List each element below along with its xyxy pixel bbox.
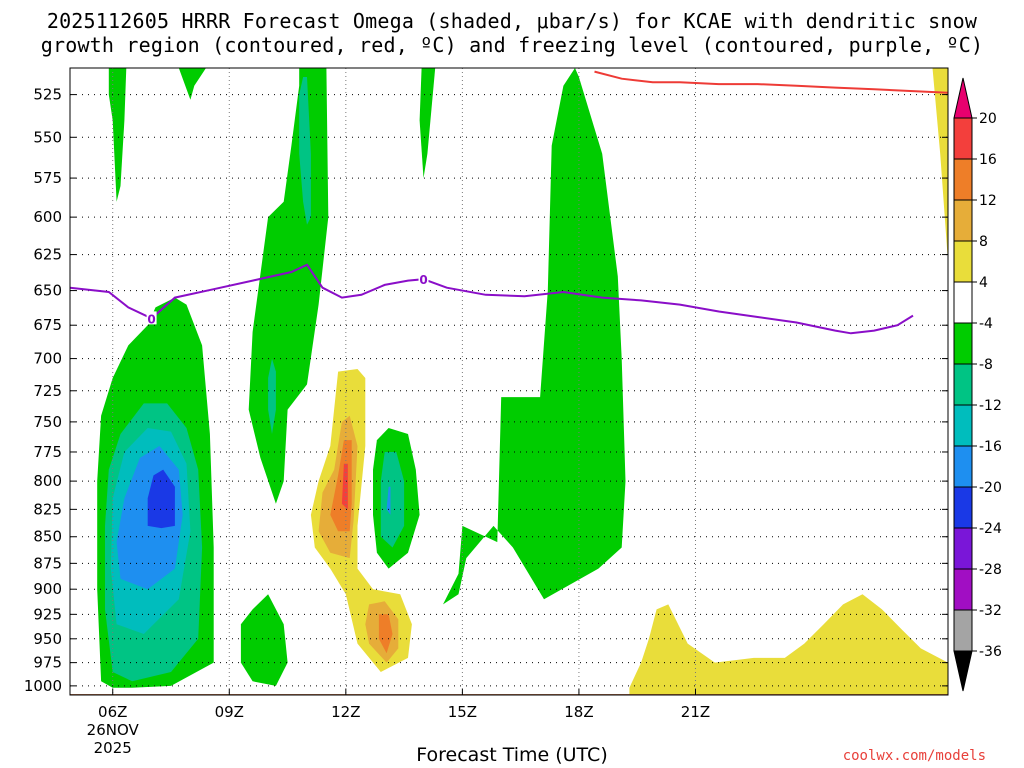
colorbar-band-1 [953, 158, 973, 201]
contour-lines: 00 [70, 70, 948, 335]
colorbar-label--32: -32 [979, 603, 1002, 619]
omega-region-7 [248, 68, 329, 504]
y-tick-label-900: 900 [33, 580, 62, 598]
grid-lines [70, 68, 948, 695]
x-tick-label-06Z: 06Z [98, 703, 127, 721]
y-tick-label-575: 575 [33, 169, 62, 187]
colorbar-label-12: 12 [979, 193, 997, 209]
x-tick-date: 26NOV [87, 721, 140, 739]
y-tick-label-925: 925 [33, 605, 62, 623]
omega-region-18 [380, 452, 405, 548]
colorbar-label-8: 8 [979, 234, 988, 250]
freezing-level-label-1: 0 [419, 273, 427, 287]
x-tick-label-12Z: 12Z [331, 703, 360, 721]
colorbar-band-12 [953, 609, 973, 652]
colorbar-band-2 [953, 199, 973, 242]
y-tick-label-975: 975 [33, 654, 62, 672]
y-tick-label-750: 750 [33, 413, 62, 431]
x-tick-label-15Z: 15Z [448, 703, 477, 721]
omega-region-10 [240, 594, 288, 686]
freezing-level-label-0: 0 [147, 312, 155, 326]
x-tick-year: 2025 [94, 739, 132, 757]
colorbar-label-20: 20 [979, 111, 997, 127]
colorbar-band-6 [953, 363, 973, 406]
omega-region-9 [268, 358, 276, 434]
omega-region-11 [310, 369, 412, 672]
colorbar-label--4: -4 [979, 316, 993, 332]
omega-region-6 [147, 469, 175, 529]
colorbar-band-0 [953, 117, 973, 160]
colorbar-label--8: -8 [979, 357, 993, 373]
chart-title-line1: 2025112605 HRRR Forecast Omega (shaded, … [46, 9, 978, 33]
plot-border [69, 67, 949, 696]
colorbar-band-4 [953, 281, 973, 324]
y-tick-label-600: 600 [33, 208, 62, 226]
omega-region-20 [419, 68, 436, 179]
y-axis-pressure: 525 550 575 600 625 650 675 700 725 750 775 800 825 8… [24, 86, 948, 695]
x-tick-label-09Z: 09Z [215, 703, 244, 721]
dgz-contour [594, 70, 948, 94]
omega-region-16 [378, 614, 393, 654]
colorbar-band-8 [953, 445, 973, 488]
colorbar-label--36: -36 [979, 644, 1002, 660]
colorbar-band-3 [953, 240, 973, 283]
colorbar-label--16: -16 [979, 439, 1002, 455]
colorbar-band-7 [953, 404, 973, 447]
omega-region-22 [932, 68, 948, 262]
colorbar-label--24: -24 [979, 521, 1002, 537]
colorbar-top-arrow [953, 77, 973, 119]
y-tick-label-550: 550 [33, 128, 62, 146]
colorbar-label--28: -28 [979, 562, 1002, 578]
y-tick-label-775: 775 [33, 443, 62, 461]
y-tick-label-800: 800 [33, 472, 62, 490]
omega-region-21 [443, 68, 626, 605]
colorbar: 20 16 12 8 4 -4 -8 -12 -16 -20 -24 -28 -32 -36 [953, 77, 1002, 692]
y-tick-label-950: 950 [33, 630, 62, 648]
y-tick-label-1000: 1000 [24, 677, 62, 695]
y-tick-label-525: 525 [33, 86, 62, 104]
x-axis-label: Forecast Time (UTC) [416, 744, 608, 766]
chart-title-line2: growth region (contoured, red, ºC) and f… [40, 33, 984, 57]
colorbar-band-10 [953, 527, 973, 570]
omega-region-19 [386, 486, 391, 515]
omega-region-23 [629, 594, 948, 695]
colorbar-label--12: -12 [979, 398, 1002, 414]
colorbar-bottom-arrow [953, 650, 973, 692]
y-tick-label-650: 650 [33, 282, 62, 300]
y-tick-label-875: 875 [33, 554, 62, 572]
omega-region-13 [330, 440, 352, 532]
plot-frame [69, 67, 949, 696]
omega-shaded-regions [70, 68, 948, 695]
colorbar-label-16: 16 [979, 152, 997, 168]
credit-link[interactable]: coolwx.com/models [842, 748, 986, 764]
colorbar-band-11 [953, 568, 973, 611]
y-tick-label-625: 625 [33, 246, 62, 264]
omega-region-0 [108, 68, 127, 202]
x-tick-label-21Z: 21Z [681, 703, 710, 721]
freezing-level-contour [70, 263, 914, 335]
y-tick-label-825: 825 [33, 500, 62, 518]
colorbar-label-4: 4 [979, 275, 988, 291]
y-tick-label-700: 700 [33, 350, 62, 368]
omega-region-8 [299, 77, 311, 225]
colorbar-label--20: -20 [979, 480, 1002, 496]
y-tick-label-850: 850 [33, 528, 62, 546]
freezing-label-bg-1 [418, 272, 429, 286]
omega-region-14 [341, 463, 348, 510]
y-tick-label-725: 725 [33, 382, 62, 400]
colorbar-band-5 [953, 322, 973, 365]
freezing-label-bg-0 [146, 311, 157, 325]
omega-region-1 [178, 68, 206, 100]
x-tick-label-18Z: 18Z [564, 703, 593, 721]
y-tick-label-675: 675 [33, 316, 62, 334]
colorbar-band-9 [953, 486, 973, 529]
